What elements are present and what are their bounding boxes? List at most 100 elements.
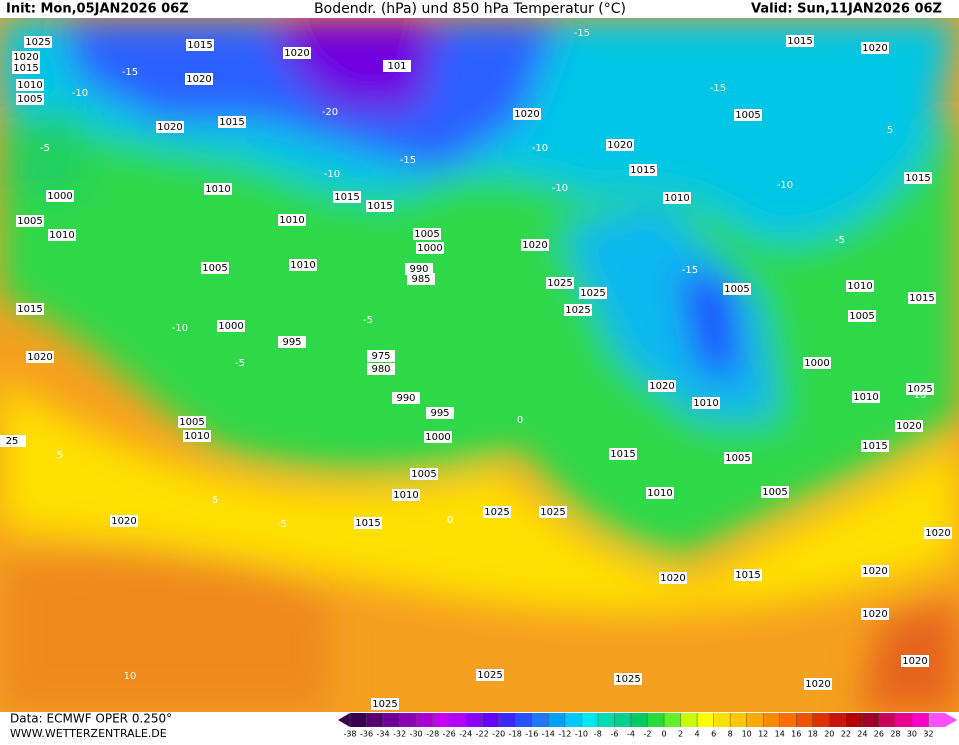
- isobar-label-box: [289, 259, 317, 271]
- isobar-label-box: [424, 431, 452, 443]
- isobar-label: 1010: [693, 398, 718, 409]
- isobar-label-box: [12, 62, 40, 74]
- isobar-label-box: [392, 392, 420, 404]
- scale-tick-label: -30: [410, 730, 423, 739]
- isobar-label-box: [609, 448, 637, 460]
- scale-swatch: [564, 713, 582, 727]
- isobar-label: 1005: [17, 94, 42, 105]
- isobar-label: 1020: [13, 52, 38, 63]
- isotherm-label: -15: [122, 67, 138, 78]
- isobar-label-box: [564, 304, 592, 316]
- isobar-label-box: [761, 486, 789, 498]
- scale-swatch: [515, 713, 533, 727]
- scale-swatch: [878, 713, 896, 727]
- isobar-label-box: [383, 60, 411, 72]
- isobar-label-box: [217, 320, 245, 332]
- isobar-label: 1000: [218, 321, 243, 332]
- temperature-field: [0, 18, 959, 712]
- scale-swatch: [763, 713, 781, 727]
- isobar-label-box: [371, 698, 399, 710]
- isotherm-label: -10: [777, 180, 793, 191]
- isotherm-label: -15: [574, 28, 590, 39]
- scale-tick-label: -6: [610, 730, 618, 739]
- isobar-label-box: [278, 336, 306, 348]
- isobar-label: 1015: [367, 201, 392, 212]
- isotherm-label: -5: [835, 235, 845, 246]
- scale-tick-label: -34: [377, 730, 390, 739]
- scale-swatch: [630, 713, 648, 727]
- isobar-label: 1025: [580, 288, 605, 299]
- isobar-label-box: [416, 242, 444, 254]
- init-time: Init: Mon,05JAN2026 06Z: [6, 2, 189, 17]
- isobar-label-box: [692, 397, 720, 409]
- isotherm-label: -20: [322, 107, 338, 118]
- scale-swatch: [680, 713, 698, 727]
- isotherm-label: 5: [887, 125, 893, 136]
- scale-tick-label: -14: [542, 730, 555, 739]
- isobar-label-box: [723, 283, 751, 295]
- isotherm-label: -5: [235, 358, 245, 369]
- isobar-label-box: [413, 228, 441, 240]
- isobar-label: 1015: [13, 63, 38, 74]
- isobar-label-box: [201, 262, 229, 274]
- isobar-label: 1010: [647, 488, 672, 499]
- isobar-label: 1025: [615, 674, 640, 685]
- scale-tick-label: -38: [343, 730, 356, 739]
- isobar-label-box: [804, 678, 832, 690]
- scale-swatch: [796, 713, 814, 727]
- isobar-label: 1005: [179, 417, 204, 428]
- isobar-label-box: [410, 468, 438, 480]
- header-bar: [0, 0, 959, 18]
- isobar-label-box: [48, 229, 76, 241]
- isobar-label-box: [901, 655, 929, 667]
- isobar-label-box: [734, 109, 762, 121]
- scale-swatch: [647, 713, 665, 727]
- isobar-label-box: [579, 287, 607, 299]
- isobar-label: 1005: [724, 284, 749, 295]
- isobar-label-box: [12, 51, 40, 63]
- isobar-label-box: [521, 239, 549, 251]
- scale-tick-label: -20: [492, 730, 505, 739]
- isobar-label: 1010: [17, 80, 42, 91]
- isobar-label: 1015: [735, 570, 760, 581]
- isobar-label: 1010: [393, 490, 418, 501]
- scale-tick-label: 30: [907, 730, 917, 739]
- isobar-label: 1020: [284, 48, 309, 59]
- isobar-label-box: [476, 669, 504, 681]
- isotherm-label: -10: [172, 323, 188, 334]
- isobar-label-box: [904, 172, 932, 184]
- isobar-label-box: [366, 200, 394, 212]
- scale-swatch: [383, 713, 401, 727]
- scale-tick-label: -16: [525, 730, 538, 739]
- isobar-label: 1020: [660, 573, 685, 584]
- scale-tick-label: -22: [476, 730, 489, 739]
- scale-tick-label: 6: [711, 730, 716, 739]
- isobar-label-box: [392, 489, 420, 501]
- isobar-label: 1005: [414, 229, 439, 240]
- isotherm-label: -15: [682, 265, 698, 276]
- isotherm-label: -10: [72, 88, 88, 99]
- isobar-label: 1025: [484, 507, 509, 518]
- scale-swatch: [845, 713, 863, 727]
- isobar-label-box: [803, 357, 831, 369]
- isobar-label: 1015: [187, 40, 212, 51]
- isotherm-label: -15: [710, 83, 726, 94]
- isobar-label: 1020: [896, 421, 921, 432]
- isobar-label: 1020: [514, 109, 539, 120]
- scale-tick-label: -4: [627, 730, 635, 739]
- isobar-label-box: [26, 351, 54, 363]
- isobar-label-box: [629, 164, 657, 176]
- isobar-label: 1005: [735, 110, 760, 121]
- isobar-label-box: [110, 515, 138, 527]
- isobar-label-box: [178, 416, 206, 428]
- isobar-label: 1015: [787, 36, 812, 47]
- scale-swatch: [812, 713, 830, 727]
- isobar-label-box: [861, 42, 889, 54]
- isobar-label-box: [895, 420, 923, 432]
- scale-swatch: [713, 713, 731, 727]
- isobar-label-box: [354, 517, 382, 529]
- isobar-label: 1020: [111, 516, 136, 527]
- scale-tick-label: -32: [393, 730, 406, 739]
- isobar-label-box: [659, 572, 687, 584]
- scale-tick-label: 10: [742, 730, 752, 739]
